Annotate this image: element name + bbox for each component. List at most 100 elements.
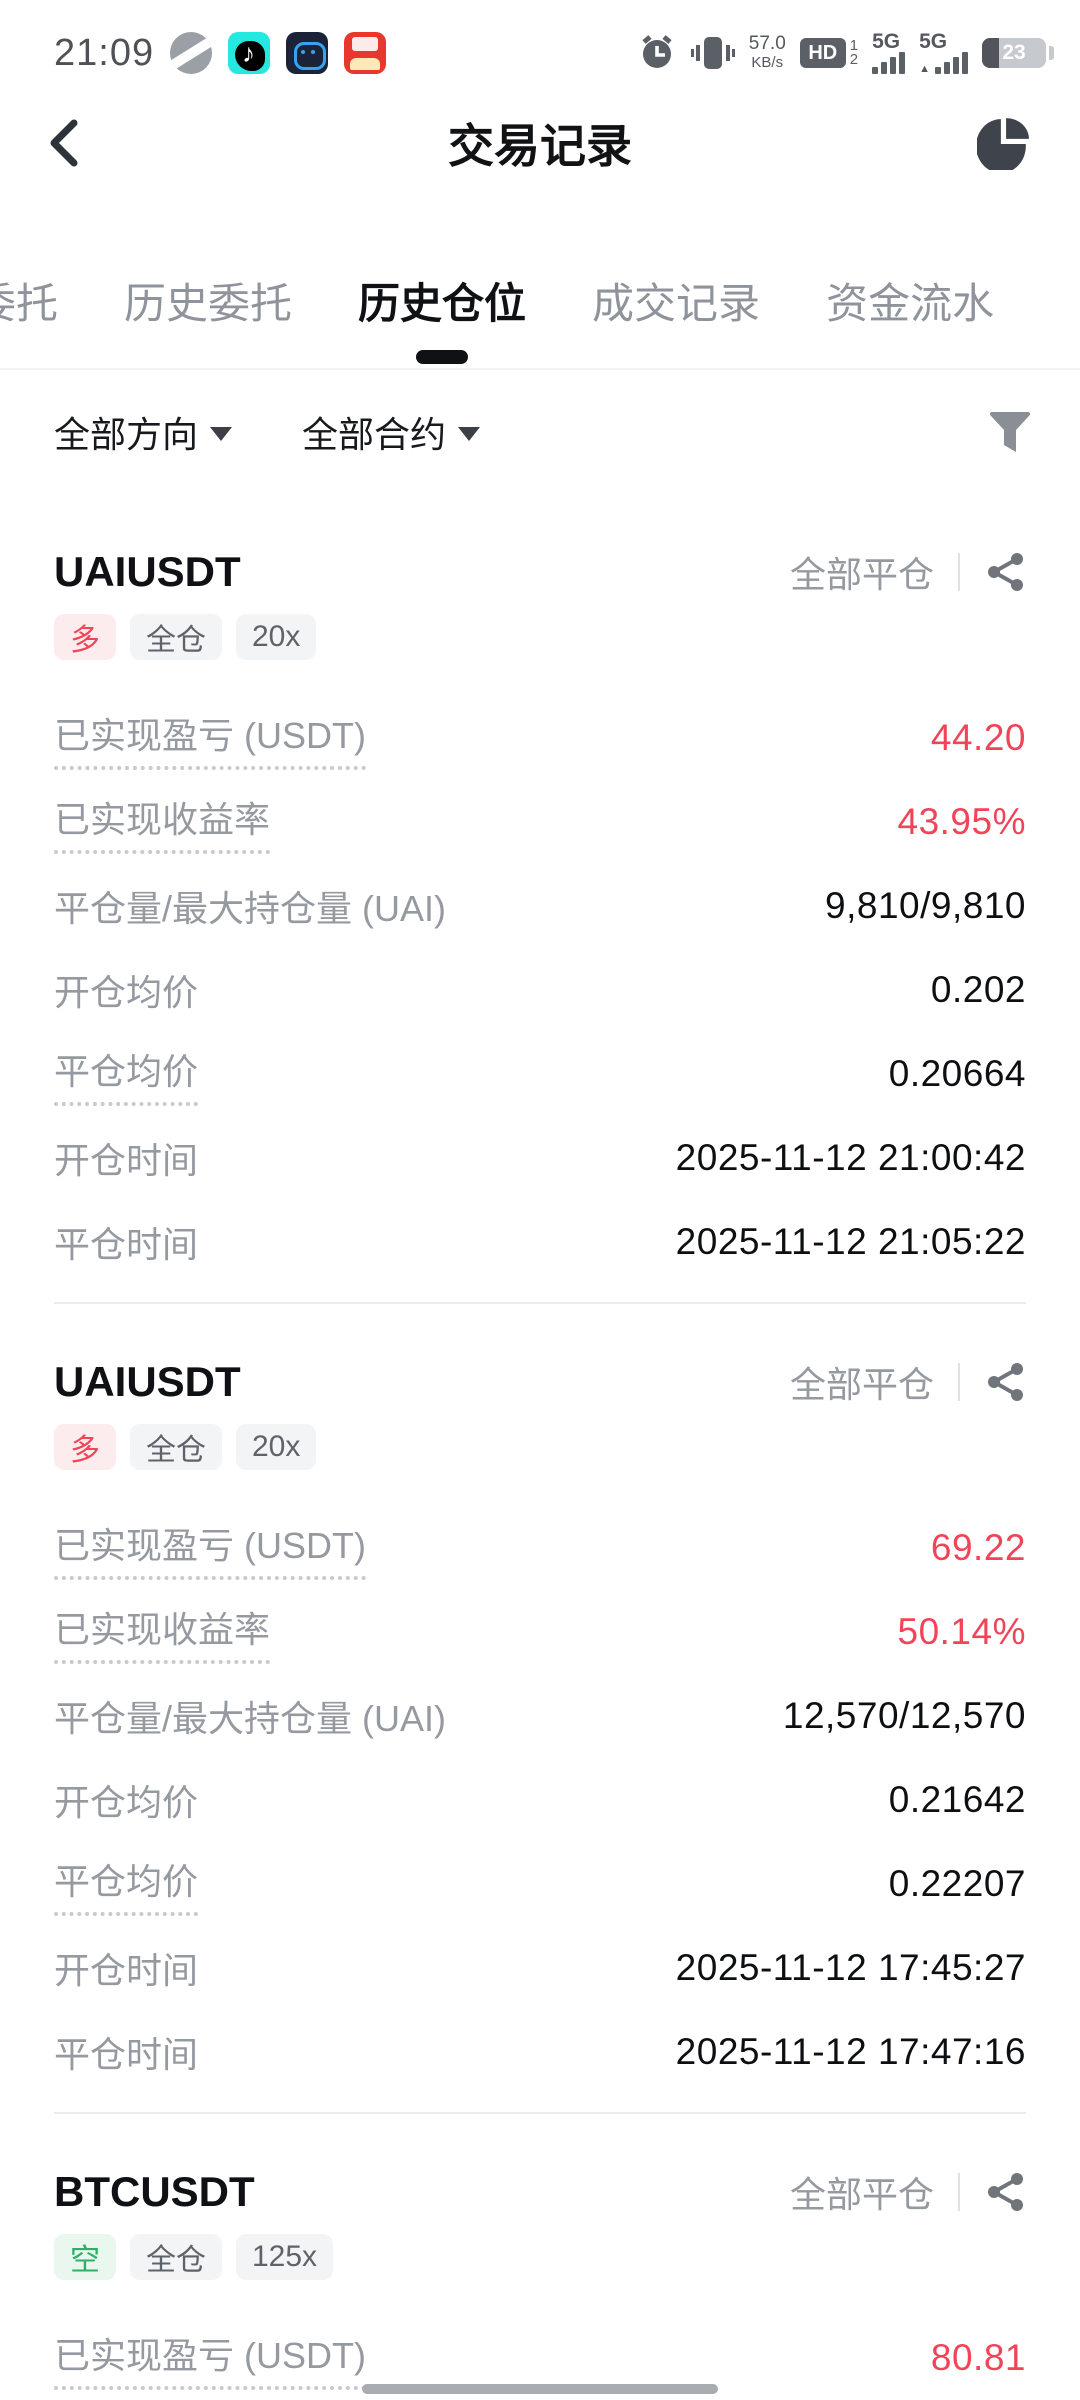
row-value: 43.95%: [897, 801, 1026, 842]
hd-sim1: 1: [849, 37, 859, 54]
row-label: 开仓时间: [54, 1140, 199, 1181]
share-icon[interactable]: [984, 551, 1026, 593]
analytics-button[interactable]: [976, 115, 1032, 171]
margin-mode-tag: 全仓: [130, 1424, 222, 1470]
status-bar: 21:09 57.0 KB/s: [0, 0, 1080, 84]
robot-app-icon: [286, 32, 329, 74]
row-value: 2025-11-12 17:45:27: [675, 1947, 1026, 1988]
table-row: 开仓均价 0.21642: [54, 1758, 1026, 1842]
table-row: 开仓时间 2025-11-12 17:45:27: [54, 1926, 1026, 2010]
row-value: 2025-11-12 17:47:16: [675, 2031, 1026, 2072]
position-rows: 已实现盈亏 (USDT) 44.20 已实现收益率 43.95% 平仓量/最大持…: [54, 696, 1026, 1284]
row-label[interactable]: 已实现盈亏 (USDT): [54, 2327, 366, 2390]
vertical-divider: [958, 2173, 960, 2211]
share-icon[interactable]: [984, 2171, 1026, 2213]
tab-position-history[interactable]: 历史仓位: [358, 232, 526, 368]
row-label[interactable]: 已实现盈亏 (USDT): [54, 707, 366, 770]
row-label[interactable]: 已实现收益率: [54, 1601, 271, 1664]
row-value: 44.20: [930, 717, 1026, 758]
table-row: 已实现盈亏 (USDT) 80.81: [54, 2316, 1026, 2400]
table-row: 已实现收益率 43.95%: [54, 780, 1026, 864]
row-label[interactable]: 已实现盈亏 (USDT): [54, 1517, 366, 1580]
position-symbol: UAIUSDT: [54, 1358, 241, 1405]
margin-mode-tag: 全仓: [130, 614, 222, 660]
battery-percent: 23: [1002, 41, 1026, 64]
row-value: 2025-11-12 21:00:42: [675, 1137, 1026, 1178]
table-row: 开仓时间 2025-11-12 21:00:42: [54, 1116, 1026, 1200]
table-row: 平仓量/最大持仓量 (UAI) 12,570/12,570: [54, 1674, 1026, 1758]
network-speed-value: 57.0: [748, 33, 786, 54]
row-value: 69.22: [930, 1527, 1026, 1568]
signal-5g-sim1-icon: 5G: [872, 31, 906, 74]
close-type-label: 全部平仓: [789, 1364, 934, 1405]
row-label[interactable]: 已实现收益率: [54, 791, 271, 854]
hd-label: HD: [799, 38, 846, 68]
row-label: 平仓时间: [54, 1224, 199, 1265]
position-symbol: BTCUSDT: [54, 2168, 255, 2215]
row-label: 平仓时间: [54, 2034, 199, 2075]
position-card: UAIUSDT 全部平仓 多 全仓 20x 已实现盈亏 (USDT) 69.22…: [0, 1304, 1080, 2112]
row-label: 平仓量/最大持仓量 (UAI): [54, 888, 446, 929]
table-row: 平仓时间 2025-11-12 21:05:22: [54, 1200, 1026, 1284]
sports-ball-icon: [170, 32, 213, 74]
tab-trade-history[interactable]: 成交记录: [592, 232, 760, 368]
row-value: 0.20664: [888, 1053, 1026, 1094]
row-value: 80.81: [930, 2337, 1026, 2378]
leverage-tag: 20x: [236, 614, 317, 660]
card-divider: [54, 2112, 1026, 2114]
nav-header: 交易记录: [0, 84, 1080, 202]
row-label[interactable]: 平仓均价: [54, 1853, 199, 1916]
contract-filter-dropdown[interactable]: 全部合约: [302, 406, 481, 458]
position-card: BTCUSDT 全部平仓 空 全仓 125x 已实现盈亏 (USDT) 80.8…: [0, 2114, 1080, 2400]
funnel-icon[interactable]: [988, 408, 1032, 456]
tab-order-history[interactable]: 历史委托: [124, 232, 292, 368]
row-label: 开仓均价: [54, 972, 199, 1013]
share-icon[interactable]: [984, 1361, 1026, 1403]
shopping-promo-icon: [344, 32, 387, 74]
tab-open-orders[interactable]: 委托: [0, 232, 58, 368]
network-speed-unit: KB/s: [751, 54, 784, 71]
clock-time: 21:09: [54, 31, 155, 74]
direction-filter-label: 全部方向: [54, 414, 199, 455]
back-button[interactable]: [44, 115, 100, 171]
side-tag: 多: [54, 614, 116, 660]
table-row: 平仓均价 0.20664: [54, 1032, 1026, 1116]
table-row: 已实现收益率 50.14%: [54, 1590, 1026, 1674]
row-value: 0.22207: [888, 1863, 1026, 1904]
vibrate-icon: [690, 37, 735, 69]
alarm-icon: [642, 35, 672, 68]
direction-filter-dropdown[interactable]: 全部方向: [54, 406, 233, 458]
row-label[interactable]: 平仓均价: [54, 1043, 199, 1106]
back-chevron-icon: [50, 119, 78, 167]
table-row: 已实现盈亏 (USDT) 69.22: [54, 1506, 1026, 1590]
tab-label: 历史委托: [124, 279, 293, 327]
table-row: 已实现盈亏 (USDT) 44.20: [54, 696, 1026, 780]
tab-funds-flow[interactable]: 资金流水: [826, 232, 994, 368]
row-value: 50.14%: [897, 1611, 1026, 1652]
gesture-nav-pill[interactable]: [362, 2384, 718, 2394]
row-value: 0.21642: [888, 1779, 1026, 1820]
tab-label: 委托: [0, 279, 59, 327]
chevron-down-icon: [210, 427, 233, 441]
position-rows: 已实现盈亏 (USDT) 69.22 已实现收益率 50.14% 平仓量/最大持…: [54, 1506, 1026, 2094]
page-title: 交易记录: [448, 120, 632, 172]
leverage-tag: 125x: [236, 2234, 334, 2280]
signal-5g-sim2-icon: 5G ▲: [919, 31, 968, 75]
row-label: 开仓时间: [54, 1950, 199, 1991]
margin-mode-tag: 全仓: [130, 2234, 222, 2280]
table-row: 平仓时间 2025-11-12 17:47:16: [54, 2010, 1026, 2094]
row-label: 平仓量/最大持仓量 (UAI): [54, 1698, 446, 1739]
position-symbol: UAIUSDT: [54, 548, 241, 595]
row-value: 2025-11-12 21:05:22: [675, 1221, 1026, 1262]
side-tag: 多: [54, 1424, 116, 1470]
chevron-down-icon: [458, 427, 481, 441]
row-value: 0.202: [930, 969, 1026, 1010]
tab-label: 历史仓位: [358, 279, 527, 327]
close-type-label: 全部平仓: [789, 2174, 934, 2215]
battery-icon: 23: [982, 38, 1046, 68]
leverage-tag: 20x: [236, 1424, 317, 1470]
hd-sim2: 2: [849, 51, 859, 68]
tab-bar: 委托 历史委托 历史仓位 成交记录 资金流水: [0, 202, 1080, 370]
pie-chart-icon: [977, 118, 1029, 170]
